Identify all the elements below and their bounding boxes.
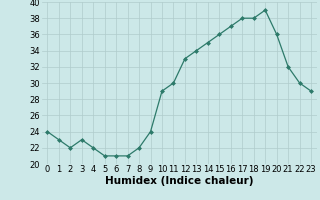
X-axis label: Humidex (Indice chaleur): Humidex (Indice chaleur) (105, 176, 253, 186)
